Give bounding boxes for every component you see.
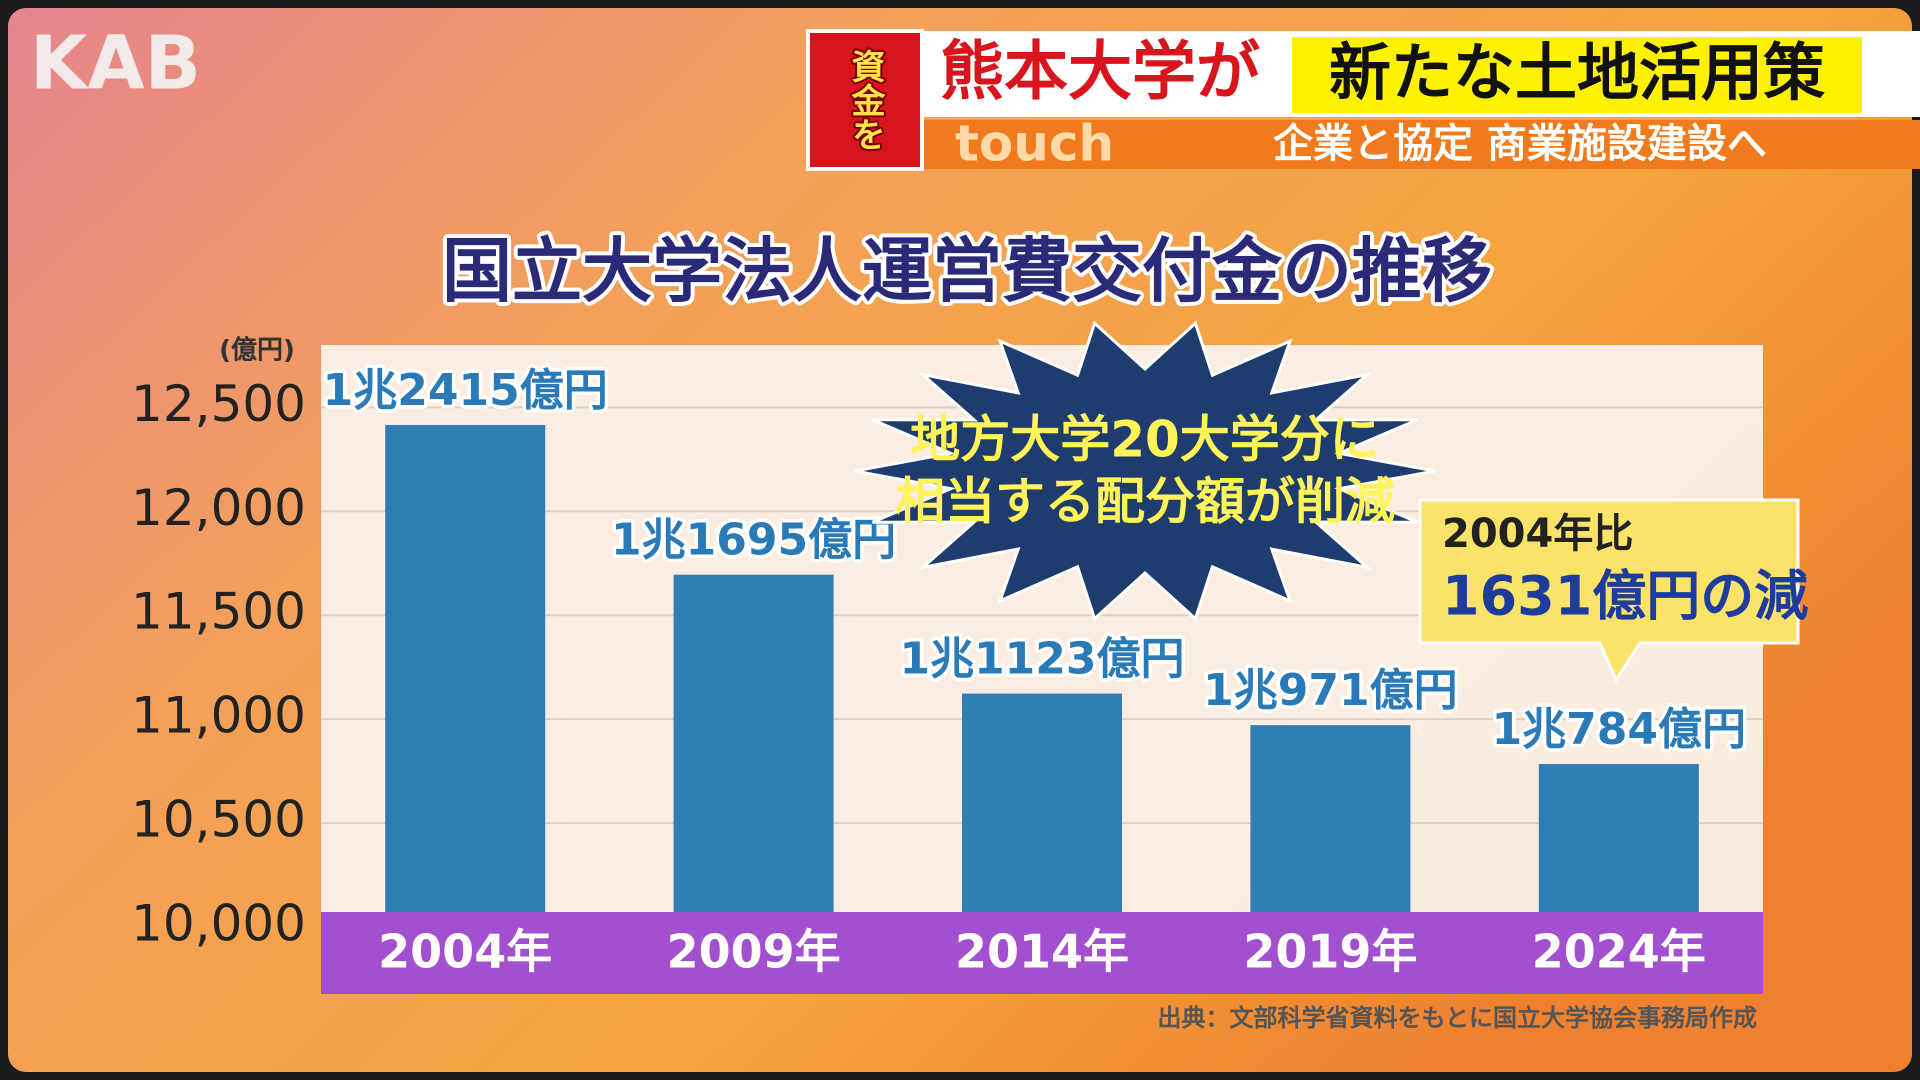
source: 出典：文部科学省資料をもとに国立大学協会事務局作成 (1157, 1004, 1757, 1032)
logo: KAB (30, 21, 201, 107)
highlight-box (1292, 37, 1862, 113)
y-tick-label: 12,000 (131, 479, 306, 537)
corner: touch (955, 115, 1114, 173)
bar (1538, 764, 1699, 927)
chart: 10,000 10,500 11,000 11,500 12,000 12,500 2004… (131, 320, 1808, 994)
callout-text: 2004年比 (1442, 511, 1633, 557)
bar (1250, 725, 1411, 927)
value-label: 1兆2415億円 (323, 365, 608, 416)
y-tick-label: 12,500 (131, 375, 306, 433)
starburst (854, 320, 1436, 622)
y-tick-label: 10,500 (131, 791, 306, 849)
headline: 熊本大学が (940, 36, 1260, 110)
x-tick-label: 2024年 (1532, 925, 1706, 979)
badge: 資金を (845, 49, 886, 151)
x-tick-label: 2009年 (667, 925, 841, 979)
y-tick-label: 11,500 (131, 583, 306, 641)
badge-box (806, 29, 924, 171)
subheadline: 企業と協定 商業施設建設へ (1273, 121, 1767, 167)
value-label: 1兆971億円 (1203, 665, 1457, 716)
headline-highlight: 新たな土地活用策 (1329, 36, 1825, 109)
y-tick-label: 11,000 (131, 687, 306, 745)
x-tick-label: 2014年 (955, 925, 1129, 979)
category-band (321, 912, 1763, 994)
x-tick-label: 2004年 (378, 925, 552, 979)
annotation: 相当する配分額が削減 (895, 473, 1395, 531)
x-tick-label: 2019年 (1243, 925, 1417, 979)
value-label: 1兆784億円 (1492, 704, 1746, 755)
y-tick-label: 10,000 (131, 895, 306, 953)
bar (673, 574, 834, 927)
y-unit: (億円) (219, 336, 295, 366)
callout-text: 1631億円の減 (1442, 565, 1808, 628)
callout-box (1418, 498, 1800, 684)
bar (385, 425, 546, 927)
value-label: 1兆1123億円 (899, 634, 1184, 685)
chart-title: 国立大学法人運営費交付金の推移 (442, 230, 1492, 312)
annotation: 地方大学20大学分に (910, 411, 1380, 469)
bar (962, 693, 1122, 927)
value-label: 1兆1695億円 (611, 515, 896, 566)
sub-strip (924, 120, 1920, 169)
